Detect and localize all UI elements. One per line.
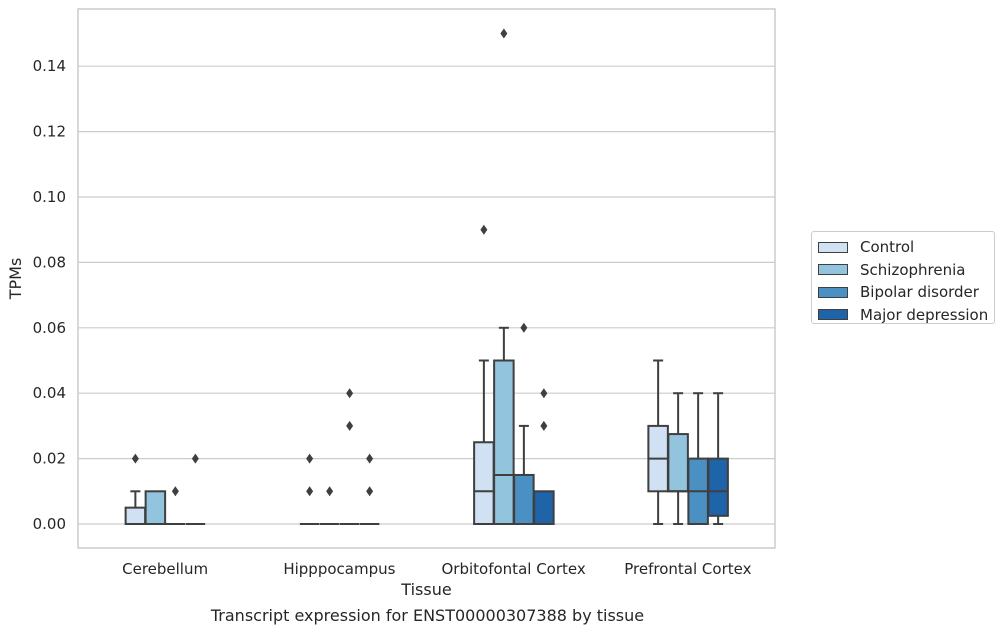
box-control: [299, 453, 320, 525]
box-body: [533, 490, 555, 525]
legend-label: Control: [860, 238, 915, 257]
box-major-depression: [185, 453, 206, 525]
outlier-point: [540, 388, 548, 399]
box-control: [647, 359, 669, 525]
legend-swatch: [818, 286, 848, 298]
legend-swatch: [818, 241, 848, 253]
box-major-depression: [533, 388, 555, 525]
outlier-point: [520, 322, 528, 333]
outlier-point: [480, 224, 488, 235]
legend-label: Bipolar disorder: [860, 283, 979, 302]
box-schizophrenia: [319, 486, 340, 525]
y-tick-label: 0.06: [33, 319, 66, 337]
box-body: [124, 506, 147, 525]
y-tick-label: 0.02: [33, 450, 66, 468]
outlier-point: [306, 486, 314, 497]
outlier-point: [346, 388, 354, 399]
legend-item: Schizophrenia: [818, 259, 994, 282]
plot-frame: [77, 8, 776, 549]
y-axis-label: TPMs: [6, 258, 25, 301]
outlier-point: [306, 453, 314, 464]
box-schizophrenia: [493, 28, 515, 525]
y-tick-label: 0.12: [33, 123, 66, 141]
box-major-depression: [707, 392, 729, 525]
box-schizophrenia: [144, 490, 167, 525]
x-tick-label: Hipppocampus: [283, 560, 395, 578]
box-bipolar-disorder: [165, 486, 186, 525]
y-tick-label: 0.14: [33, 57, 66, 75]
box-body: [707, 457, 729, 517]
box-body: [513, 473, 535, 526]
legend: Control Schizophrenia Bipolar disorder Majo…: [811, 231, 995, 324]
legend-swatch: [818, 309, 848, 321]
outlier-point: [366, 486, 374, 497]
x-tick-label: Cerebellum: [122, 560, 208, 578]
legend-label: Major depression: [860, 305, 989, 324]
box-body: [667, 433, 689, 493]
x-axis-label: Tissue: [400, 580, 451, 599]
outlier-point: [171, 486, 179, 497]
x-tick-label: Orbitofontal Cortex: [442, 560, 586, 578]
box-control: [473, 224, 495, 525]
y-tick-label: 0.04: [33, 384, 66, 402]
y-tick-label: 0.08: [33, 253, 66, 271]
y-tick-label: 0.00: [33, 515, 66, 533]
legend-item: Control: [818, 236, 994, 259]
outlier-point: [326, 486, 334, 497]
legend-item: Bipolar disorder: [818, 281, 994, 304]
legend-label: Schizophrenia: [860, 260, 966, 279]
y-tick-label: 0.10: [33, 188, 66, 206]
outlier-point: [191, 453, 199, 464]
box-bipolar-disorder: [513, 322, 535, 526]
outlier-point: [540, 420, 548, 431]
box-schizophrenia: [667, 392, 689, 525]
box-bipolar-disorder: [339, 388, 360, 525]
box-body: [144, 490, 167, 525]
figure-caption: Transcript expression for ENST0000030738…: [210, 606, 645, 625]
box-bipolar-disorder: [687, 392, 709, 526]
outlier-point: [346, 420, 354, 431]
box-body: [473, 441, 495, 525]
outlier-point: [131, 453, 139, 464]
box-control: [124, 453, 147, 525]
legend-item: Major depression: [818, 304, 994, 327]
box-body: [493, 359, 515, 525]
x-tick-label: Prefrontal Cortex: [624, 560, 751, 578]
outlier-point: [366, 453, 374, 464]
legend-swatch: [818, 264, 848, 276]
box-major-depression: [359, 453, 380, 525]
outlier-point: [500, 28, 508, 39]
